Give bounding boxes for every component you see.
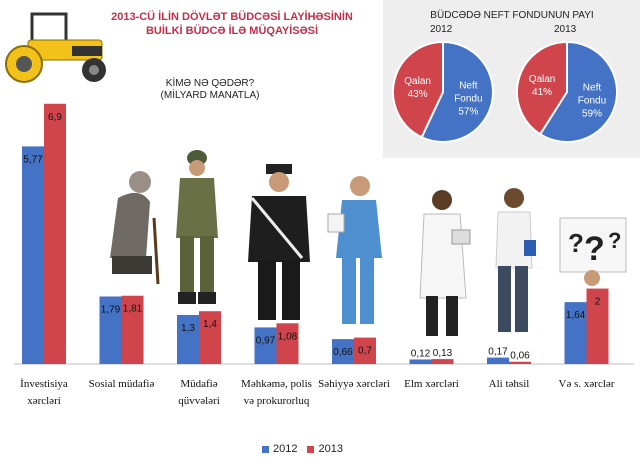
legend-item-2012: 2012 bbox=[262, 443, 297, 455]
question-marks-icon: ? ? ? bbox=[559, 217, 627, 286]
category-label-0: İnvestisiya xərcləri bbox=[20, 378, 68, 407]
value-label-2013-0: 6,9 bbox=[48, 112, 62, 123]
bar-2013-5 bbox=[431, 359, 454, 364]
value-label-2012-1: 1,79 bbox=[101, 304, 121, 315]
value-label-2012-3: 0,97 bbox=[256, 335, 276, 346]
pie-2013-slice-1 bbox=[516, 40, 568, 136]
category-label-4: Səhiyyə xərcləri bbox=[318, 378, 390, 390]
category-label-3: Məhkəmə, polis və prokurorluq bbox=[241, 378, 312, 407]
pie-title: BÜDCƏDƏ NEFT FONDUNUN PAYI bbox=[430, 10, 594, 21]
title-line-2: BUİLKİ BÜDCƏ İLƏ MÜQAYİSƏSİ bbox=[145, 25, 319, 37]
pie-2012-label-0: Neft Fondu 57% bbox=[454, 81, 482, 118]
value-label-2012-6: 0,17 bbox=[488, 347, 508, 358]
bar-2013-2 bbox=[199, 311, 221, 364]
category-label-1: Sosial müdafiə bbox=[88, 378, 155, 390]
value-label-2013-4: 0,7 bbox=[358, 346, 372, 357]
value-label-2013-3: 1,08 bbox=[278, 331, 298, 342]
soldier-icon bbox=[176, 150, 218, 304]
legend: 2012 2013 bbox=[262, 443, 343, 455]
chart-title: 2013-CÜ İLİN DÖVLƏT BÜDCƏSİ LAYİHƏSİNİN … bbox=[92, 10, 372, 38]
value-label-2012-4: 0,66 bbox=[333, 347, 353, 358]
svg-text:?: ? bbox=[608, 228, 621, 253]
bar-2013-1 bbox=[121, 295, 144, 364]
road-roller-icon bbox=[5, 12, 106, 83]
police-officer-icon bbox=[248, 164, 310, 320]
bar-2013-4 bbox=[354, 337, 376, 364]
elderly-woman-icon bbox=[110, 171, 160, 285]
value-label-2012-2: 1,3 bbox=[181, 323, 195, 334]
title-line-1: 2013-CÜ İLİN DÖVLƏT BÜDCƏSİ LAYİHƏSİNİN bbox=[111, 11, 353, 23]
value-label-2012-0: 5,77 bbox=[23, 154, 43, 165]
pie-year-2012: 2012 bbox=[430, 24, 453, 35]
chart-subtitle: KİMƏ NƏ QƏDƏR? (MİLYARD MANATLA) bbox=[150, 78, 270, 102]
bar-2012-5 bbox=[409, 359, 432, 364]
pie-2013-label-1: Qalan 41% bbox=[529, 74, 556, 98]
category-label-5: Elm xərcləri bbox=[404, 378, 459, 390]
bar-2012-7 bbox=[564, 302, 587, 364]
pie-2012-slice-1 bbox=[392, 40, 444, 139]
pie-2013-slice-0 bbox=[538, 40, 618, 143]
value-label-2013-7: 2 bbox=[595, 297, 601, 308]
subtitle-line-1: KİMƏ NƏ QƏDƏR? bbox=[165, 78, 255, 89]
category-label-6: Ali təhsil bbox=[488, 378, 530, 390]
bar-2012-4 bbox=[332, 339, 354, 364]
bar-2013-7 bbox=[586, 288, 609, 364]
bar-2012-2 bbox=[177, 314, 199, 364]
pie-year-2013: 2013 bbox=[554, 24, 577, 35]
doctor-icon bbox=[327, 176, 382, 324]
legend-label-2013: 2013 bbox=[318, 443, 343, 455]
value-label-2013-1: 1,81 bbox=[123, 304, 143, 315]
value-label-2013-2: 1,4 bbox=[203, 319, 217, 330]
bar-2013-6 bbox=[509, 361, 531, 364]
value-label-2012-7: 1,64 bbox=[566, 310, 586, 321]
value-label-2013-6: 0,06 bbox=[510, 351, 530, 362]
student-icon bbox=[495, 188, 536, 332]
category-label-7: Və s. xərclər bbox=[558, 378, 615, 390]
legend-swatch-2012 bbox=[262, 445, 269, 453]
legend-label-2012: 2012 bbox=[273, 443, 298, 455]
bar-2012-6 bbox=[487, 357, 509, 364]
bar-2012-0 bbox=[22, 146, 44, 364]
pie-2012-label-1: Qalan 43% bbox=[404, 76, 431, 100]
value-label-2012-5: 0,12 bbox=[411, 348, 431, 359]
svg-text:?: ? bbox=[584, 230, 605, 268]
category-label-2: Müdafiə qüvvələri bbox=[178, 378, 220, 407]
bar-2012-1 bbox=[99, 296, 122, 364]
bar-2013-3 bbox=[276, 323, 299, 364]
bar-2013-0 bbox=[44, 103, 66, 365]
value-label-2013-5: 0,13 bbox=[433, 348, 453, 359]
bar-2012-3 bbox=[254, 327, 277, 364]
pie-2013-label-0: Neft Fondu 59% bbox=[578, 82, 606, 119]
legend-swatch-2013 bbox=[307, 445, 315, 453]
scientist-icon bbox=[419, 190, 471, 336]
svg-text:?: ? bbox=[568, 228, 584, 258]
legend-item-2013: 2013 bbox=[307, 443, 343, 455]
pie-2012-slice-0 bbox=[420, 40, 494, 143]
subtitle-line-2: (MİLYARD MANATLA) bbox=[160, 90, 260, 101]
